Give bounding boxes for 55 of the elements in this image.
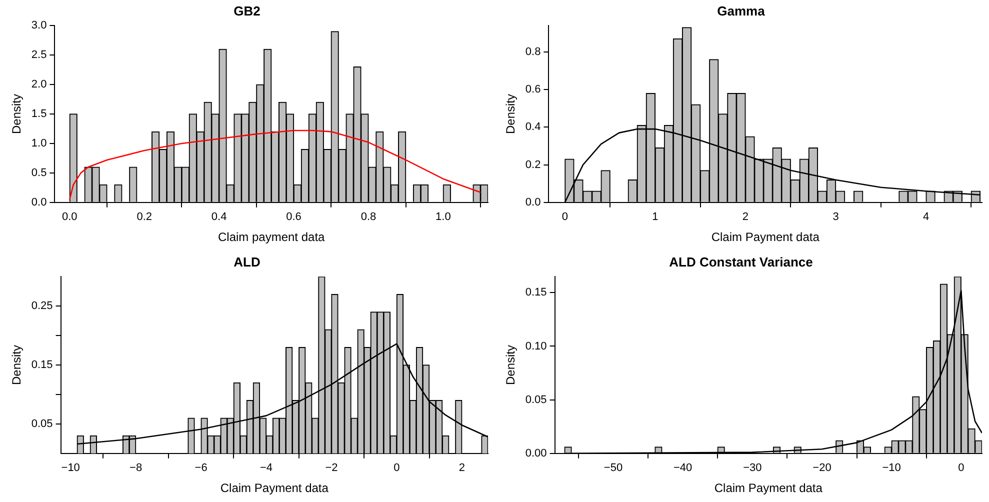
x-tick-label: 0.4 [211, 211, 227, 224]
y-tick-label: 3.0 [31, 20, 47, 32]
y-tick-label: 0.4 [525, 121, 541, 134]
x-tick-label: 0.8 [360, 211, 376, 224]
chart-title: ALD [234, 254, 260, 270]
y-tick-label: 0.15 [31, 359, 53, 372]
x-tick-label: −6 [194, 462, 208, 474]
x-tick-label: −20 [812, 462, 832, 474]
y-tick-label: 1.0 [31, 138, 47, 150]
x-tick-label: −2 [325, 462, 338, 474]
x-tick-label: −50 [604, 462, 623, 474]
x-tick-label: 4 [922, 211, 930, 224]
y-tick-label: 2.5 [31, 49, 47, 62]
x-tick-label: 3 [832, 211, 839, 224]
x-tick-label: −8 [130, 462, 142, 474]
y-tick-label: 1.5 [31, 108, 47, 120]
x-tick-label: −30 [743, 462, 762, 474]
x-tick-label: 0.0 [62, 211, 78, 224]
chart-title: Gamma [717, 3, 766, 18]
chart-title: ALD Constant Variance [669, 254, 813, 270]
y-tick-label: 2.0 [31, 78, 47, 91]
x-tick-label: 0 [958, 462, 964, 474]
x-tick-label: 0.2 [136, 211, 152, 224]
x-tick-label: 1.0 [436, 211, 451, 224]
x-tick-label: −40 [673, 462, 692, 474]
y-tick-label: 0.10 [525, 340, 547, 352]
x-tick-label: 0 [394, 462, 400, 474]
x-axis-title: Claim Payment data [711, 230, 820, 244]
y-tick-label: 0.2 [525, 158, 541, 171]
x-tick-label: −10 [882, 462, 901, 474]
y-tick-label: 0.8 [525, 46, 541, 58]
x-axis-title: Claim Payment data [220, 481, 329, 496]
x-tick-label: 2 [458, 462, 465, 474]
x-tick-label: −4 [260, 462, 273, 474]
chart-title: GB2 [234, 3, 260, 18]
x-tick-label: −10 [61, 462, 80, 474]
y-tick-label: 0.6 [525, 84, 541, 96]
y-axis-title: Density [504, 94, 518, 134]
y-tick-label: 0.05 [525, 394, 547, 406]
y-tick-label: 0.25 [31, 300, 53, 312]
y-tick-label: 0.5 [31, 166, 47, 179]
x-tick-label: 0 [562, 211, 568, 224]
x-tick-label: 0.6 [286, 211, 302, 224]
y-axis-title: Density [504, 344, 518, 386]
y-axis-title: Density [10, 344, 24, 386]
x-axis-title: Claim payment data [218, 230, 326, 244]
x-axis-title: Claim Payment data [714, 481, 823, 496]
y-tick-label: 0.0 [525, 196, 541, 208]
y-tick-label: 0.15 [525, 286, 547, 299]
y-tick-label: 0.0 [31, 196, 47, 208]
y-tick-label: 0.05 [31, 418, 53, 430]
y-tick-label: 0.00 [525, 447, 547, 460]
x-tick-label: 1 [652, 211, 658, 224]
y-axis-title: Density [10, 94, 24, 134]
x-tick-label: 2 [742, 211, 749, 224]
